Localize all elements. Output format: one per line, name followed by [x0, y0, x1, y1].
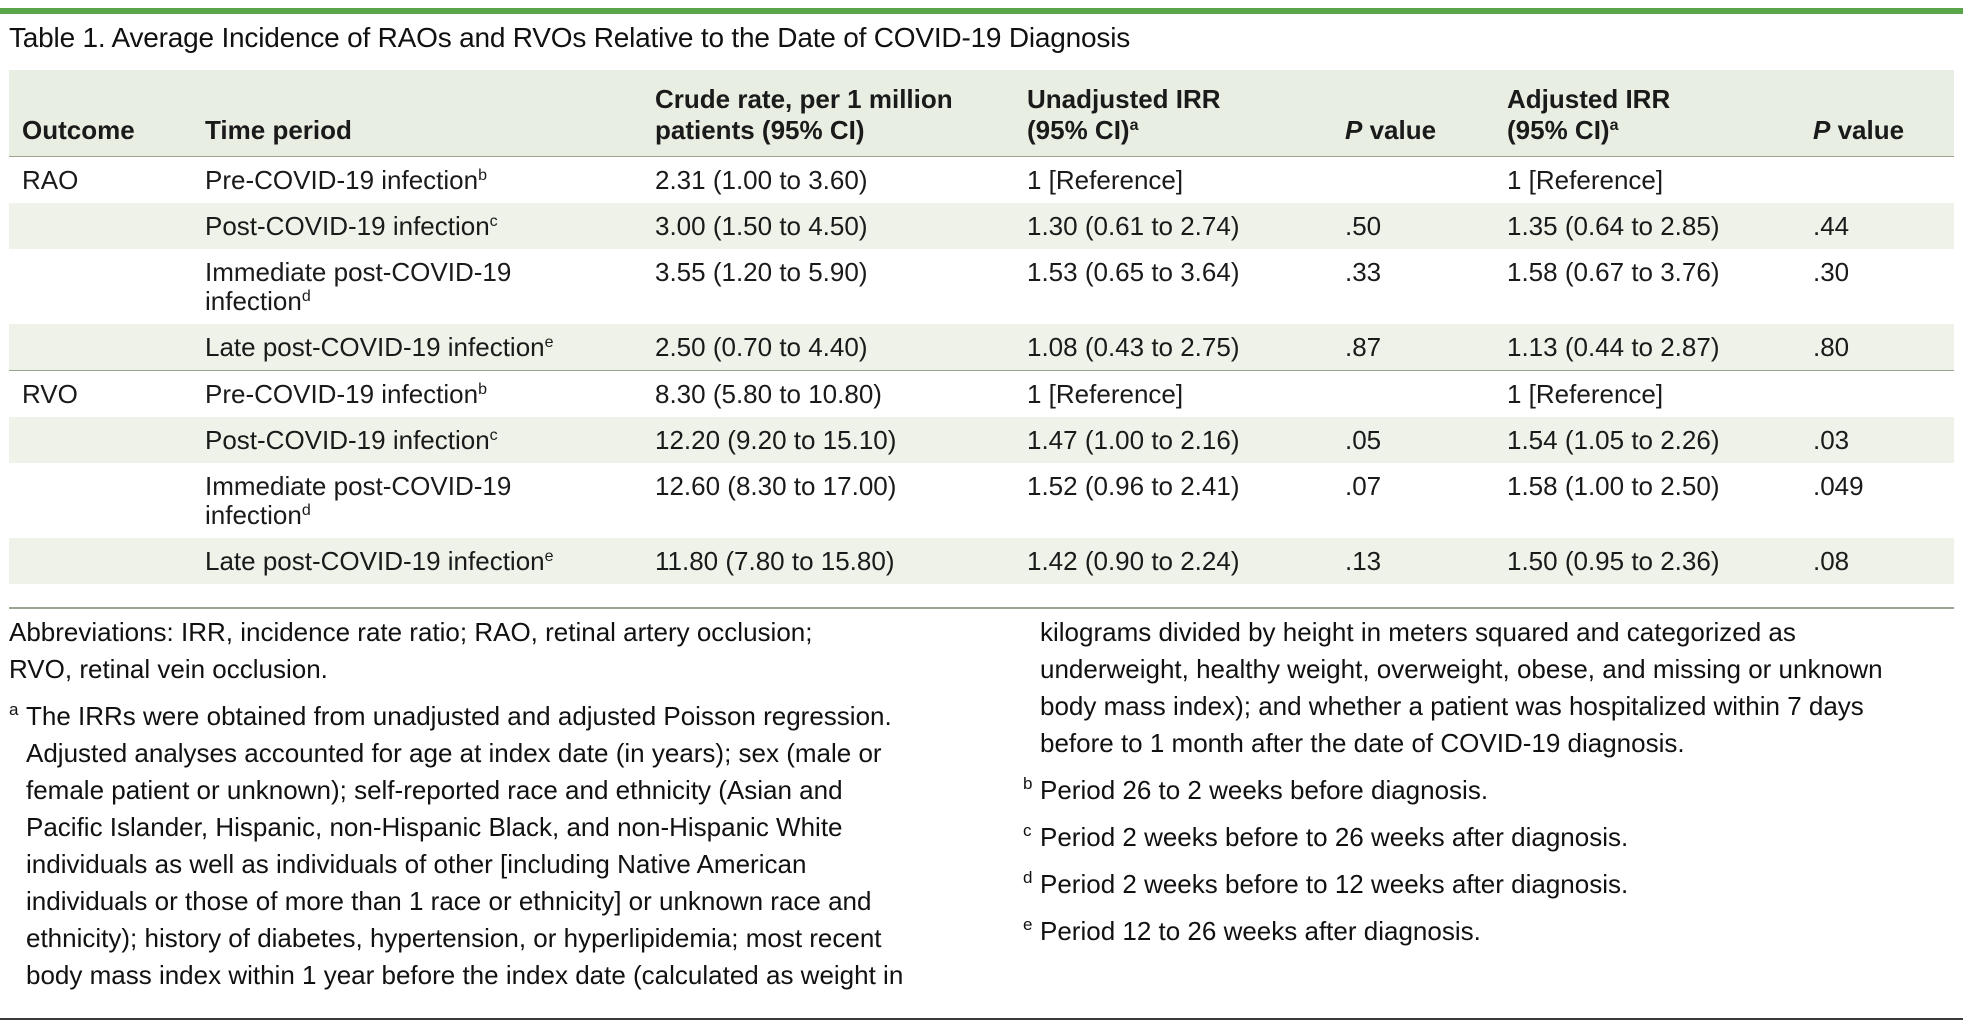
footnote-d-mark: d	[1023, 868, 1033, 887]
footnote-c: c Period 2 weeks before to 26 weeks afte…	[1023, 819, 1954, 856]
cell-p-value-2	[1813, 156, 1954, 203]
table-container: Outcome Time period Crude rate, per 1 mi…	[9, 70, 1954, 584]
footnote-b-mark: b	[1023, 774, 1033, 793]
top-accent-rule	[0, 8, 1963, 14]
table-row: RVO Pre-COVID-19 infectionb 8.30 (5.80 t…	[9, 370, 1954, 417]
table-row: Late post-COVID-19 infectione 11.80 (7.8…	[9, 538, 1954, 584]
header-unadjusted-irr: Unadjusted IRR (95% CI)a	[1027, 84, 1221, 145]
cell-p-value-1: .50	[1345, 211, 1382, 241]
footnote-a-continued: kilograms divided by height in meters sq…	[1040, 617, 1883, 758]
table-header-row: Outcome Time period Crude rate, per 1 mi…	[9, 70, 1954, 157]
cell-adjusted-irr: 1.54 (1.05 to 2.26)	[1507, 425, 1720, 455]
cell-time-period: Pre-COVID-19 infectionb	[205, 370, 655, 417]
cell-crude-rate: 12.60 (8.30 to 17.00)	[655, 471, 897, 501]
footnote-a: a The IRRs were obtained from unadjusted…	[9, 698, 944, 994]
cell-crude-rate: 2.50 (0.70 to 4.40)	[655, 332, 868, 362]
cell-outcome: RVO	[9, 370, 205, 417]
notes-right-column: kilograms divided by height in meters sq…	[1023, 614, 1954, 960]
cell-p-value-2: .44	[1813, 211, 1850, 241]
table-row: Post-COVID-19 infectionc 12.20 (9.20 to …	[9, 417, 1954, 463]
cell-time-period: Late post-COVID-19 infectione	[205, 546, 554, 576]
cell-p-value-2: .03	[1813, 425, 1850, 455]
cell-crude-rate: 3.00 (1.50 to 4.50)	[655, 211, 868, 241]
cell-crude-rate: 3.55 (1.20 to 5.90)	[655, 257, 868, 287]
header-outcome: Outcome	[22, 115, 135, 145]
cell-p-value-2: .30	[1813, 257, 1850, 287]
cell-time-period: Pre-COVID-19 infectionb	[205, 156, 655, 203]
table-row: Immediate post-COVID-19 infectiond 12.60 …	[9, 463, 1954, 538]
cell-crude-rate: 2.31 (1.00 to 3.60)	[655, 156, 1027, 203]
cell-adjusted-irr: 1.58 (0.67 to 3.76)	[1507, 257, 1720, 287]
cell-p-value-1	[1345, 370, 1507, 417]
cell-p-value-2: .80	[1813, 332, 1850, 362]
header-p-value-1: P value	[1345, 115, 1437, 145]
footnote-c-mark: c	[1023, 821, 1032, 840]
table-row: Late post-COVID-19 infectione 2.50 (0.70…	[9, 324, 1954, 371]
cell-outcome	[9, 538, 205, 584]
cell-unadjusted-irr: 1.47 (1.00 to 2.16)	[1027, 425, 1240, 455]
cell-p-value-2	[1813, 370, 1954, 417]
notes-left-column: Abbreviations: IRR, incidence rate ratio…	[9, 614, 944, 1004]
cell-p-value-1: .07	[1345, 471, 1382, 501]
cell-outcome	[9, 249, 205, 324]
cell-time-period: Immediate post-COVID-19 infectiond	[205, 471, 512, 530]
table-bottom-rule	[9, 607, 1954, 609]
cell-unadjusted-irr: 1.42 (0.90 to 2.24)	[1027, 546, 1240, 576]
cell-time-period: Immediate post-COVID-19 infectiond	[205, 257, 512, 316]
cell-crude-rate: 8.30 (5.80 to 10.80)	[655, 370, 1027, 417]
table-row: RAO Pre-COVID-19 infectionb 2.31 (1.00 t…	[9, 156, 1954, 203]
cell-unadjusted-irr: 1.30 (0.61 to 2.74)	[1027, 211, 1240, 241]
cell-unadjusted-irr: 1 [Reference]	[1027, 156, 1345, 203]
header-crude-rate: Crude rate, per 1 million patients (95% …	[655, 84, 953, 145]
cell-time-period: Late post-COVID-19 infectione	[205, 332, 554, 362]
header-adjusted-irr: Adjusted IRR (95% CI)a	[1507, 84, 1671, 145]
cell-p-value-1: .13	[1345, 546, 1382, 576]
cell-outcome	[9, 417, 205, 463]
cell-adjusted-irr: 1.35 (0.64 to 2.85)	[1507, 211, 1720, 241]
cell-outcome	[9, 463, 205, 538]
cell-outcome: RAO	[9, 156, 205, 203]
footnote-b: b Period 26 to 2 weeks before diagnosis.	[1023, 772, 1954, 809]
cell-time-period: Post-COVID-19 infectionc	[205, 425, 498, 455]
table-title: Table 1. Average Incidence of RAOs and R…	[9, 22, 1131, 53]
cell-time-period: Post-COVID-19 infectionc	[205, 211, 498, 241]
cell-outcome	[9, 203, 205, 249]
cell-adjusted-irr: 1.13 (0.44 to 2.87)	[1507, 332, 1720, 362]
page-bottom-rule	[0, 1018, 1963, 1020]
cell-unadjusted-irr: 1.08 (0.43 to 2.75)	[1027, 332, 1240, 362]
cell-unadjusted-irr: 1.52 (0.96 to 2.41)	[1027, 471, 1240, 501]
footnote-a-mark: a	[9, 700, 19, 719]
cell-unadjusted-irr: 1 [Reference]	[1027, 370, 1345, 417]
cell-p-value-1: .87	[1345, 332, 1382, 362]
cell-outcome	[9, 324, 205, 371]
cell-crude-rate: 11.80 (7.80 to 15.80)	[655, 546, 895, 576]
cell-p-value-1: .33	[1345, 257, 1382, 287]
cell-unadjusted-irr: 1.53 (0.65 to 3.64)	[1027, 257, 1240, 287]
cell-adjusted-irr: 1 [Reference]	[1507, 370, 1813, 417]
footnote-e-mark: e	[1023, 915, 1033, 934]
cell-p-value-1: .05	[1345, 425, 1382, 455]
table-row: Immediate post-COVID-19 infectiond 3.55 (…	[9, 249, 1954, 324]
table-row: Post-COVID-19 infectionc 3.00 (1.50 to 4…	[9, 203, 1954, 249]
cell-adjusted-irr: 1.50 (0.95 to 2.36)	[1507, 546, 1720, 576]
data-table: Outcome Time period Crude rate, per 1 mi…	[9, 70, 1954, 584]
cell-p-value-2: .08	[1813, 546, 1850, 576]
header-time-period: Time period	[205, 115, 352, 145]
cell-p-value-2: .049	[1813, 471, 1864, 501]
abbreviations-note: Abbreviations: IRR, incidence rate ratio…	[9, 617, 813, 684]
header-p-value-2: P value	[1813, 115, 1905, 145]
cell-adjusted-irr: 1 [Reference]	[1507, 156, 1813, 203]
cell-p-value-1	[1345, 156, 1507, 203]
footnote-e: e Period 12 to 26 weeks after diagnosis.	[1023, 913, 1954, 950]
cell-crude-rate: 12.20 (9.20 to 15.10)	[655, 425, 897, 455]
footnote-d: d Period 2 weeks before to 12 weeks afte…	[1023, 866, 1954, 903]
cell-adjusted-irr: 1.58 (1.00 to 2.50)	[1507, 471, 1720, 501]
